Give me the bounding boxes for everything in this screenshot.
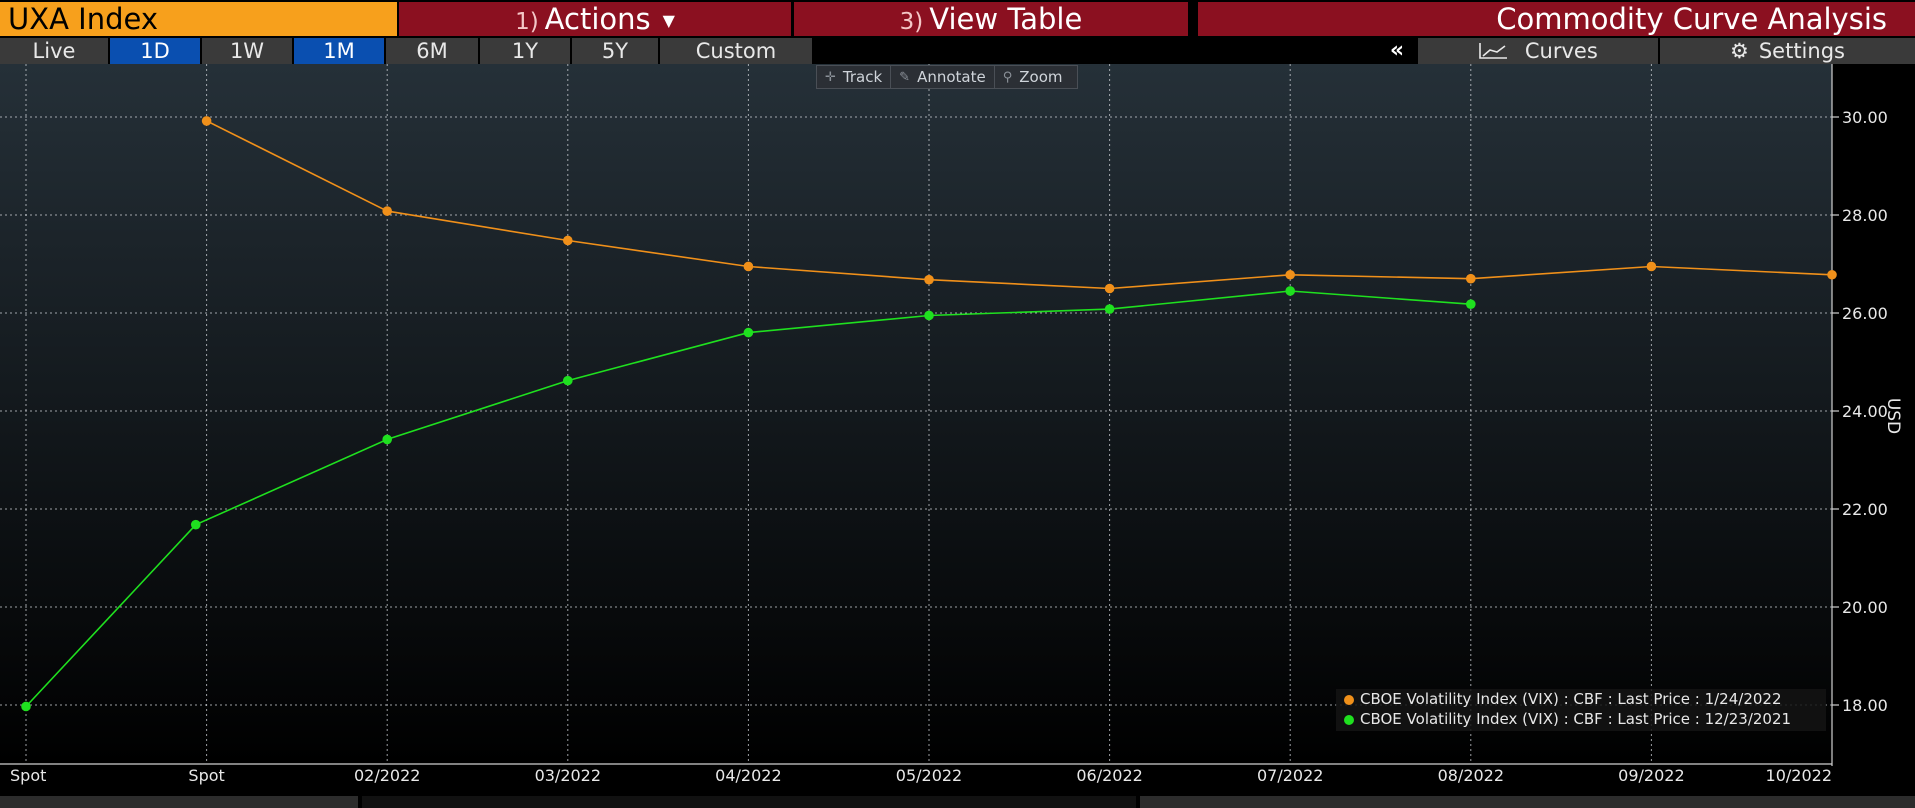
x-tick-label: 09/2022 [1618, 766, 1684, 785]
data-point [563, 375, 573, 386]
zoom-button[interactable]: ⚲ Zoom [995, 66, 1071, 88]
top-bar: UXA Index 1) Actions ▼ 3) View Table Commod… [0, 0, 1915, 38]
legend-label-2: CBOE Volatility Index (VIX) : CBF : Last… [1360, 710, 1792, 728]
curves-button[interactable]: Curves [1418, 38, 1658, 64]
x-tick-label: 08/2022 [1438, 766, 1504, 785]
y-axis: 18.00 20.00 22.00 24.00 26.00 28.00 30.00 USD [1831, 64, 1903, 766]
range-6m-button[interactable]: 6M [386, 38, 480, 64]
range-1d-button[interactable]: 1D [110, 38, 202, 64]
line-chart-icon [1478, 39, 1515, 63]
scroll-segment-left[interactable] [0, 796, 358, 808]
data-point [1466, 299, 1476, 309]
chart-legend: CBOE Volatility Index (VIX) : CBF : Last… [1336, 689, 1826, 731]
data-point [743, 327, 754, 338]
curves-label: Curves [1524, 39, 1598, 63]
y-tick-label: 30.00 [1842, 108, 1888, 127]
actions-label: Actions [544, 2, 651, 36]
x-tick-label: 06/2022 [1076, 766, 1142, 785]
data-point [1466, 273, 1476, 284]
range-custom-button[interactable]: Custom [660, 38, 814, 64]
range-1w-button[interactable]: 1W [202, 38, 294, 64]
x-tick-label: 10/2022 [1766, 766, 1832, 785]
view-table-label: View Table [929, 2, 1083, 36]
legend-swatch-green [1344, 715, 1354, 725]
range-live-button[interactable]: Live [0, 38, 110, 64]
view-table-number: 3) [899, 9, 924, 35]
track-button[interactable]: ✛ Track [817, 66, 892, 88]
plot-area [0, 64, 1832, 764]
data-point [382, 206, 393, 216]
data-point [1104, 304, 1115, 314]
page-title: Commodity Curve Analysis [1198, 2, 1915, 36]
crosshair-icon: ✛ [825, 69, 836, 85]
data-point [21, 701, 31, 712]
range-bar: Live 1D 1W 1M 6M 1Y 5Y Custom « Curves ⚙… [0, 38, 1915, 64]
legend-swatch-orange [1344, 695, 1354, 705]
data-point [382, 434, 393, 445]
y-axis-label: USD [1883, 398, 1903, 434]
series-line-1 [206, 120, 1833, 290]
x-axis: Spot Spot 02/2022 03/2022 04/2022 05/2022 06/2… [0, 763, 1832, 785]
settings-button[interactable]: ⚙ Settings [1660, 38, 1915, 64]
pencil-icon: ✎ [899, 69, 911, 85]
data-point [1285, 269, 1295, 280]
scroll-segment-mid[interactable] [362, 796, 1136, 808]
view-table-button[interactable]: 3) View Table [794, 2, 1188, 36]
range-5y-button[interactable]: 5Y [572, 38, 660, 64]
actions-number: 1) [515, 9, 539, 35]
data-point [924, 310, 934, 321]
x-tick-label: Spot [10, 766, 46, 785]
range-1m-button[interactable]: 1M [294, 38, 386, 64]
y-tick-label: 20.00 [1842, 598, 1888, 617]
data-point [743, 261, 754, 272]
chevron-down-icon: ▼ [662, 11, 675, 30]
x-tick-label: 02/2022 [354, 766, 420, 785]
y-tick-label: 18.00 [1842, 696, 1888, 715]
collapse-button[interactable]: « [1378, 38, 1416, 64]
x-tick-label: 07/2022 [1257, 766, 1323, 785]
legend-entry-1: CBOE Volatility Index (VIX) : CBF : Last… [1336, 689, 1826, 709]
actions-button[interactable]: 1) Actions ▼ [399, 2, 791, 36]
data-point [190, 519, 201, 530]
legend-label-1: CBOE Volatility Index (VIX) : CBF : Last… [1360, 690, 1782, 708]
annotate-button[interactable]: ✎ Annotate [891, 66, 995, 88]
y-tick-label: 22.00 [1842, 500, 1888, 519]
chart-tools: ✛ Track ✎ Annotate ⚲ Zoom [816, 65, 1078, 89]
data-point [1646, 261, 1657, 272]
magnifier-icon: ⚲ [1002, 69, 1013, 85]
data-point [201, 116, 212, 126]
bottom-strip [0, 796, 1915, 808]
y-tick-label: 26.00 [1842, 304, 1888, 323]
series-points [21, 116, 1837, 712]
data-point [1285, 286, 1295, 296]
data-point [1104, 283, 1115, 294]
legend-entry-2: CBOE Volatility Index (VIX) : CBF : Last… [1336, 709, 1826, 729]
ticker-field[interactable]: UXA Index [0, 2, 397, 36]
zoom-label: Zoom [1019, 68, 1063, 86]
y-tick-label: 28.00 [1842, 206, 1888, 225]
gear-icon: ⚙ [1730, 39, 1749, 63]
curve-chart[interactable]: 18.00 20.00 22.00 24.00 26.00 28.00 30.00 USD S… [0, 64, 1915, 796]
range-1y-button[interactable]: 1Y [480, 38, 572, 64]
track-label: Track [842, 68, 883, 86]
x-tick-label: 05/2022 [896, 766, 962, 785]
data-point [1827, 269, 1837, 280]
x-tick-label: Spot [188, 766, 224, 785]
scroll-segment-right[interactable] [1140, 796, 1915, 808]
settings-label: Settings [1758, 39, 1845, 63]
x-tick-label: 04/2022 [715, 766, 781, 785]
y-tick-label: 24.00 [1842, 402, 1888, 421]
data-point [563, 235, 573, 246]
x-tick-label: 03/2022 [535, 766, 601, 785]
data-point [924, 274, 934, 285]
annotate-label: Annotate [917, 68, 986, 86]
